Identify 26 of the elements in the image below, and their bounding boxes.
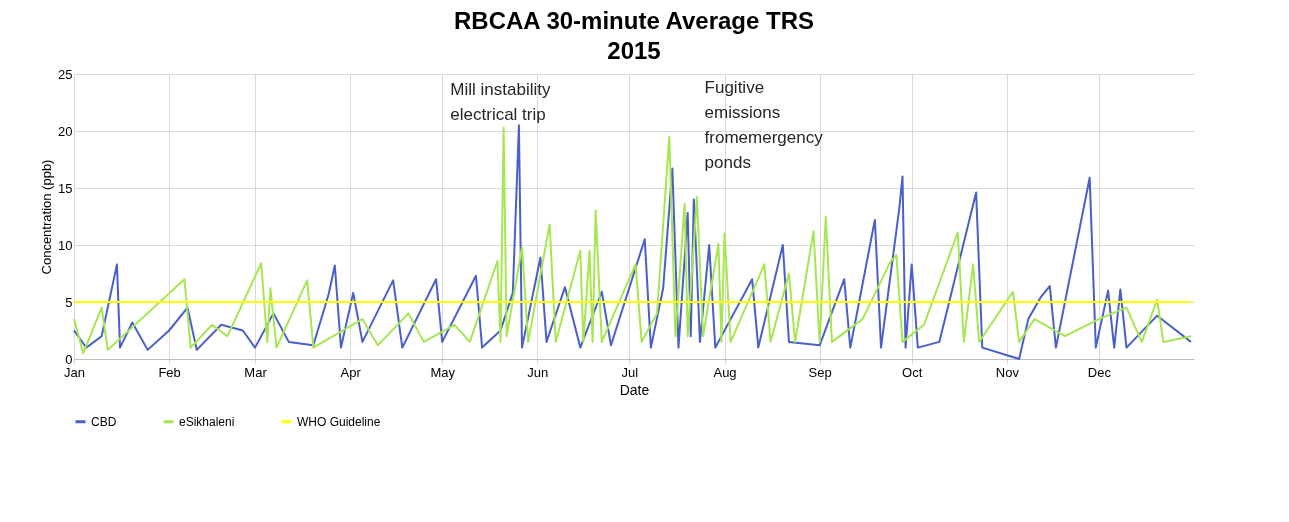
y-tick-label: 5 [65, 294, 73, 310]
annotation: Fugitive emissions fromemergency ponds [704, 78, 824, 172]
legend-label: WHO Guideline [297, 414, 381, 429]
x-tick-label: Jun [527, 364, 549, 380]
legend-label: CBD [91, 414, 117, 429]
x-tick-label: May [430, 364, 456, 380]
x-tick-label: Sep [808, 364, 832, 380]
x-tick-label: Oct [902, 364, 923, 380]
legend-label: eSikhaleni [179, 414, 235, 429]
x-tick-label: Feb [158, 364, 181, 380]
x-tick-label: Mar [244, 364, 268, 380]
x-tick-label: Dec [1087, 364, 1112, 380]
y-tick-label: 20 [58, 123, 73, 139]
x-tick-label: Jul [621, 364, 639, 380]
y-tick-label: 0 [65, 351, 73, 367]
x-tick-label: Apr [340, 364, 362, 380]
x-axis-title: Date [619, 381, 650, 398]
y-tick-label: 10 [58, 237, 73, 253]
chart-title: RBCAA 30-minute Average TRS 2015 [453, 7, 815, 64]
x-tick-label: Aug [713, 364, 737, 380]
y-tick-label: 25 [58, 66, 73, 82]
y-tick-label: 15 [58, 180, 73, 196]
annotation: Mill instability electrical trip [450, 80, 551, 124]
x-tick-label: Jan [64, 364, 85, 380]
y-axis-title: Concentration (ppb) [39, 159, 55, 275]
x-tick-label: Nov [995, 364, 1020, 380]
